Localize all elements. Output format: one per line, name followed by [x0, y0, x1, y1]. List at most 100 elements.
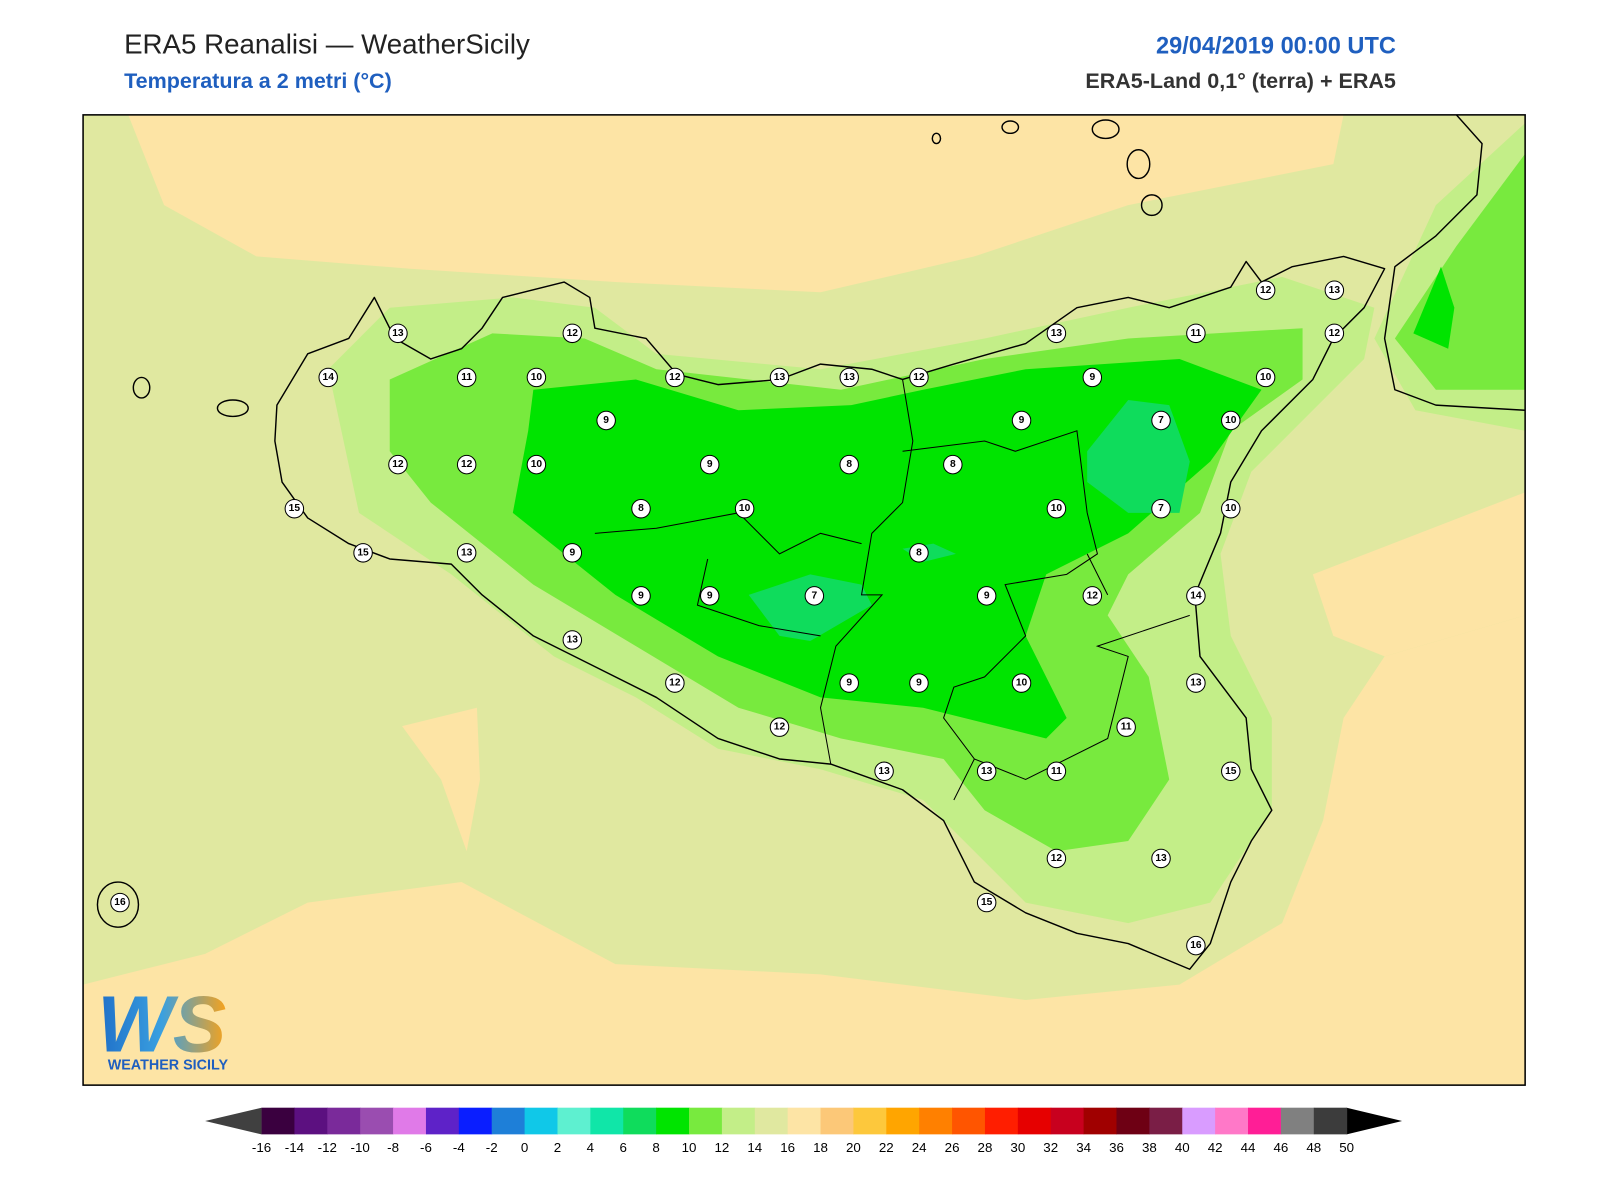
station-marker — [1046, 323, 1067, 344]
colorbar-swatch — [623, 1107, 657, 1135]
province-border — [594, 379, 1190, 801]
logo-mark: WS — [97, 979, 226, 1068]
colorbar-swatch — [360, 1107, 394, 1135]
station-value: 13 — [1329, 285, 1341, 296]
colorbar-swatch — [886, 1107, 920, 1135]
station-marker — [976, 586, 997, 606]
station-marker — [526, 454, 547, 475]
station-marker — [1186, 935, 1206, 956]
station-value: 10 — [1225, 503, 1237, 514]
station-value: 9 — [846, 678, 852, 689]
colorbar-swatch — [294, 1107, 328, 1135]
station-value: 10 — [1051, 503, 1063, 514]
colorbar-swatch — [853, 1107, 887, 1135]
station-value: 13 — [392, 328, 404, 339]
colorbar-swatch — [1313, 1107, 1348, 1135]
colorbar-swatch — [491, 1107, 526, 1135]
station-marker — [1221, 498, 1241, 519]
island — [1091, 119, 1120, 140]
colorbar-label: -4 — [453, 1140, 465, 1155]
station-value: 13 — [774, 372, 786, 383]
colorbar-label: 36 — [1109, 1140, 1124, 1155]
station-value: 12 — [392, 459, 404, 470]
station-value: 12 — [669, 678, 681, 689]
station-marker — [700, 586, 720, 606]
station-value: 15 — [1225, 766, 1237, 777]
colorbar-label: 10 — [682, 1140, 697, 1155]
island — [132, 376, 151, 399]
station-marker — [769, 717, 790, 737]
station-value: 10 — [739, 503, 751, 514]
station-value: 9 — [916, 678, 922, 689]
station-marker — [284, 498, 305, 519]
station-value: 11 — [1051, 766, 1062, 777]
station-value: 12 — [567, 328, 579, 339]
colorbar-over — [1346, 1107, 1403, 1135]
station-marker — [1151, 498, 1171, 519]
colorbar-swatch — [1248, 1107, 1282, 1135]
colorbar-label: -10 — [351, 1140, 370, 1155]
island — [1001, 120, 1020, 135]
station-value: 10 — [531, 372, 543, 383]
colorbar-label: 38 — [1142, 1140, 1157, 1155]
source: ERA5-Land 0,1° (terra) + ERA5 — [1085, 69, 1396, 93]
station-marker — [1082, 367, 1103, 388]
colorbar-swatch — [820, 1107, 854, 1135]
station-marker — [909, 543, 929, 563]
colorbar-label: 50 — [1339, 1140, 1354, 1155]
colorbar-label: 46 — [1273, 1140, 1288, 1155]
subtitle: Temperatura a 2 metri (°C) — [124, 69, 392, 93]
colorbar-label: 16 — [780, 1140, 795, 1155]
station-marker — [456, 367, 477, 388]
station-value: 12 — [913, 372, 925, 383]
colorbar-label: -12 — [318, 1140, 337, 1155]
station-marker — [839, 367, 859, 388]
station-value: 8 — [916, 547, 922, 558]
station-marker — [976, 892, 997, 913]
colorbar-swatch — [984, 1107, 1019, 1135]
colorbar-label: 12 — [714, 1140, 729, 1155]
station-value: 10 — [1225, 415, 1237, 426]
island — [1126, 149, 1151, 180]
field-16 — [128, 114, 1344, 293]
colorbar-swatch — [656, 1107, 690, 1135]
station-value: 16 — [1190, 940, 1202, 951]
map-frame — [82, 114, 1526, 1086]
colorbar-under — [205, 1107, 262, 1135]
colorbar-swatch — [1149, 1107, 1183, 1135]
station-marker — [734, 498, 755, 519]
colorbar-swatch — [327, 1107, 361, 1135]
station-value: 13 — [1190, 678, 1202, 689]
station-value: 13 — [1051, 328, 1063, 339]
station-value: 12 — [1051, 853, 1063, 864]
island — [216, 399, 249, 418]
station-marker — [1011, 410, 1032, 431]
station-marker — [353, 543, 373, 563]
logo-text: WEATHER SICILY — [108, 1058, 229, 1074]
colorbar-label: 26 — [945, 1140, 960, 1155]
colorbar-label: 44 — [1241, 1140, 1256, 1155]
island — [931, 132, 942, 145]
station-marker — [456, 543, 477, 563]
colorbar-label: 18 — [813, 1140, 828, 1155]
station-value: 13 — [461, 547, 473, 558]
station-value: 10 — [531, 459, 543, 470]
station-value: 11 — [1121, 722, 1132, 733]
station-marker — [1324, 280, 1345, 300]
station-value: 14 — [323, 372, 335, 383]
station-marker — [562, 630, 583, 650]
colorbar-swatch — [1050, 1107, 1085, 1135]
station-value: 12 — [1087, 590, 1099, 601]
station-value: 9 — [984, 590, 990, 601]
station-marker — [665, 673, 685, 693]
station-value: 15 — [981, 897, 993, 908]
station-value: 9 — [1089, 372, 1095, 383]
colorbar-swatch — [393, 1107, 427, 1135]
station-marker — [769, 367, 790, 388]
colorbar-label: -8 — [387, 1140, 399, 1155]
station-value: 12 — [461, 459, 473, 470]
field-16 — [1312, 492, 1526, 657]
station-value: 8 — [846, 459, 852, 470]
station-marker — [1324, 323, 1345, 344]
